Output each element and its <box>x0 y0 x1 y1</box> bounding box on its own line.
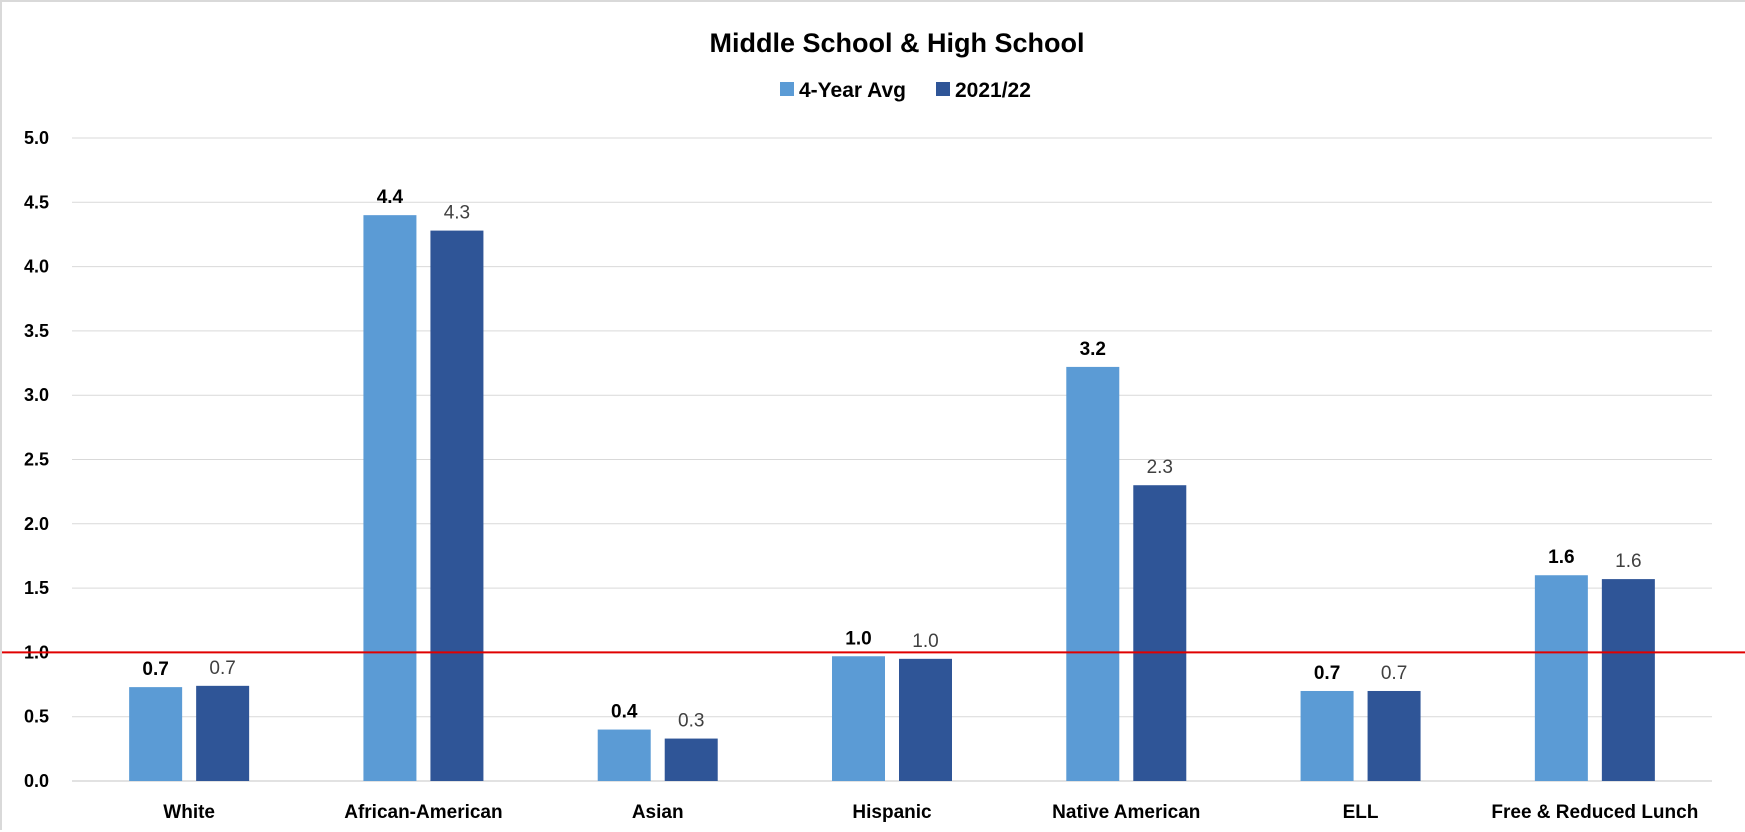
bar-4-year-avg-ell <box>1300 690 1354 781</box>
bar-2021-22-asian <box>664 738 718 781</box>
y-tick-label: 2.0 <box>24 514 49 534</box>
category-label-asian: Asian <box>632 802 684 823</box>
y-tick-label: 0.0 <box>24 771 49 791</box>
legend-swatch-2021-22 <box>936 82 950 96</box>
bar-4-year-avg-asian <box>597 729 651 781</box>
legend-label-2021-22: 2021/22 <box>955 79 1031 102</box>
category-label-native-american: Native American <box>1052 802 1200 823</box>
gridlines <box>72 137 1712 782</box>
category-label-african-american: African-American <box>344 802 502 823</box>
data-label-2021-22-free-and-reduced-lunch: 1.6 <box>1615 551 1641 572</box>
legend-swatch-4-year-avg <box>780 82 794 96</box>
bar-2021-22-ell <box>1367 690 1421 781</box>
bar-2021-22-native-american <box>1133 485 1187 781</box>
data-label-4-year-avg-hispanic: 1.0 <box>845 628 871 649</box>
bar-2021-22-african-american <box>430 230 484 782</box>
bar-4-year-avg-white <box>129 687 183 781</box>
chart-title: Middle School & High School <box>710 28 1085 58</box>
data-label-4-year-avg-white: 0.7 <box>142 659 168 680</box>
y-tick-label: 3.5 <box>24 321 49 341</box>
category-label-white: White <box>163 802 215 823</box>
bar-4-year-avg-free-and-reduced-lunch <box>1534 575 1588 781</box>
y-tick-label: 4.0 <box>24 257 49 277</box>
data-label-2021-22-native-american: 2.3 <box>1147 457 1173 478</box>
data-label-4-year-avg-free-and-reduced-lunch: 1.6 <box>1548 547 1574 568</box>
y-axis-ticks: 0.00.51.01.52.02.53.03.54.04.55.0 <box>24 128 49 791</box>
bar-4-year-avg-african-american <box>363 215 417 781</box>
y-tick-label: 5.0 <box>24 128 49 148</box>
bars <box>129 215 1655 782</box>
y-tick-label: 1.5 <box>24 578 49 598</box>
y-tick-label: 2.5 <box>24 450 49 470</box>
data-label-2021-22-hispanic: 1.0 <box>912 631 938 652</box>
data-label-4-year-avg-asian: 0.4 <box>611 702 638 723</box>
data-label-2021-22-ell: 0.7 <box>1381 663 1407 684</box>
category-label-hispanic: Hispanic <box>852 802 932 823</box>
x-axis-categories: White African-American Asian Hispanic Native… <box>163 802 1698 823</box>
category-label-free-and-reduced-lunch: Free & Reduced Lunch <box>1491 802 1698 823</box>
data-label-4-year-avg-native-american: 3.2 <box>1080 339 1106 360</box>
y-tick-label: 0.5 <box>24 707 49 727</box>
bar-2021-22-white <box>196 685 250 781</box>
bar-4-year-avg-native-american <box>1066 366 1120 781</box>
data-labels: 0.7 0.7 4.4 4.3 0.4 0.3 1.0 1.0 3.2 2.3 0.7 0.7 1.6 1… <box>142 187 1641 731</box>
data-label-2021-22-african-american: 4.3 <box>444 203 470 224</box>
legend: 4-Year Avg 2021/22 <box>780 79 1031 102</box>
bar-2021-22-hispanic <box>899 658 952 781</box>
category-label-ell: ELL <box>1343 802 1379 823</box>
data-label-4-year-avg-ell: 0.7 <box>1314 663 1340 684</box>
data-label-4-year-avg-african-american: 4.4 <box>377 187 404 208</box>
legend-label-4-year-avg: 4-Year Avg <box>799 79 906 102</box>
data-label-2021-22-asian: 0.3 <box>678 711 704 732</box>
y-tick-label: 4.5 <box>24 192 49 212</box>
y-tick-label: 3.0 <box>24 385 49 405</box>
bar-2021-22-free-and-reduced-lunch <box>1601 579 1655 781</box>
data-label-2021-22-white: 0.7 <box>209 658 235 679</box>
bar-4-year-avg-hispanic <box>832 656 885 781</box>
